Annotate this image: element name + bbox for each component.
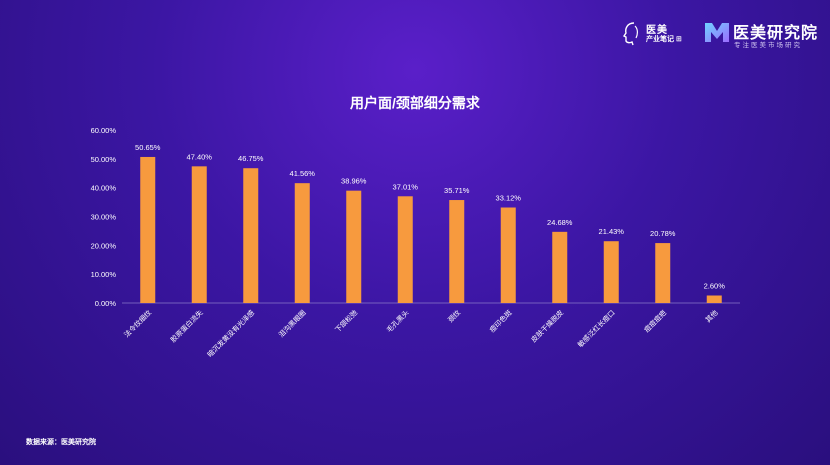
x-tick-label: 其他 <box>703 308 719 324</box>
data-label: 33.12% <box>496 194 522 203</box>
bar <box>449 200 465 303</box>
x-tick-label: 法令纹细纹 <box>122 308 153 339</box>
logo-text-line2: 产业笔记 ⊞ <box>646 36 682 43</box>
data-label: 50.65% <box>135 143 161 152</box>
data-label: 24.68% <box>547 218 573 227</box>
data-label: 21.43% <box>599 227 625 236</box>
y-tick-label: 10.00% <box>91 270 117 279</box>
x-tick-label: 胶原蛋白流失 <box>169 308 205 344</box>
bar <box>243 168 259 303</box>
x-tick-label: 痘痘痘疤 <box>642 308 668 334</box>
x-tick-label: 毛孔黑头 <box>385 308 411 334</box>
logo-text-line1: 医美 <box>646 25 668 36</box>
logo-title: 医美研究院 <box>733 25 819 42</box>
x-tick-label: 痘印色斑 <box>488 308 514 334</box>
y-tick-label: 60.00% <box>91 126 117 135</box>
bar <box>397 196 413 303</box>
bar <box>500 207 516 303</box>
x-tick-label: 敏感泛红长痘口 <box>576 308 617 349</box>
data-label: 20.78% <box>650 229 676 238</box>
data-label: 2.60% <box>704 282 726 291</box>
y-tick-label: 0.00% <box>95 299 117 308</box>
m-letter-logo-icon <box>705 23 729 42</box>
source-note: 数据来源：医美研究院 <box>26 439 96 446</box>
data-label: 35.71% <box>444 186 470 195</box>
plus-box-icon: ⊞ <box>675 36 682 43</box>
face-profile-icon <box>622 22 638 46</box>
data-label: 38.96% <box>341 177 367 186</box>
chart-title: 用户面/颈部细分需求 <box>350 95 480 111</box>
bar <box>552 231 568 303</box>
brand-logo-industry-notes: 医美 产业笔记 ⊞ <box>622 20 692 46</box>
y-tick-label: 40.00% <box>91 184 117 193</box>
brand-logo-research-institute: 医美研究院 专注医美市场研究 <box>703 18 823 49</box>
bar <box>603 241 619 303</box>
x-tick-label: 下颌松弛 <box>333 308 359 334</box>
y-tick-label: 20.00% <box>91 241 117 250</box>
data-label: 47.40% <box>187 152 213 161</box>
bar <box>294 183 310 303</box>
y-tick-label: 30.00% <box>91 213 117 222</box>
bar <box>191 166 207 303</box>
x-tick-label: 暗沉发黄没有光泽感 <box>205 308 256 359</box>
x-tick-label: 泪沟黑眼圈 <box>277 308 308 339</box>
bar <box>655 243 671 303</box>
x-tick-label: 皮肤干燥脱皮 <box>529 308 565 344</box>
y-tick-label: 50.00% <box>91 155 117 164</box>
bar <box>706 295 722 303</box>
data-label: 46.75% <box>238 154 264 163</box>
x-tick-label: 颈纹 <box>446 308 462 324</box>
bar <box>346 190 362 303</box>
bar <box>140 156 156 303</box>
data-label: 37.01% <box>393 182 419 191</box>
data-label: 41.56% <box>290 169 316 178</box>
logo-subtitle: 专注医美市场研究 <box>734 42 802 49</box>
